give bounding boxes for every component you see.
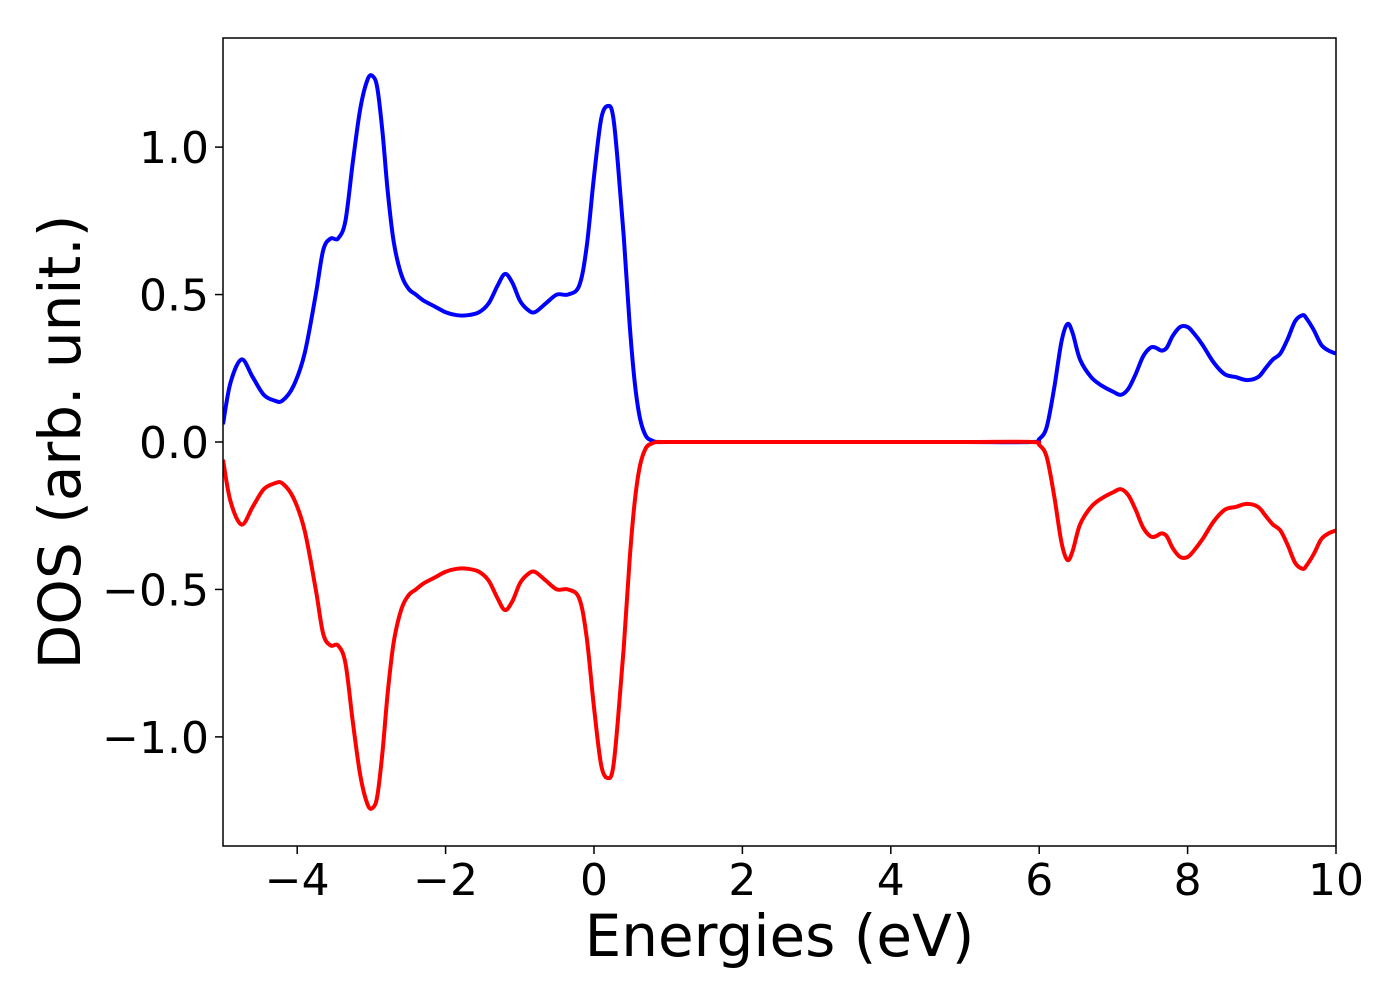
x-tick-label: 2 [728, 855, 756, 906]
y-tick-label: 0.5 [139, 271, 209, 322]
x-axis-label: Energies (eV) [585, 902, 975, 970]
y-tick-label: 0.0 [139, 418, 209, 469]
y-axis-ticks: 1.0 0.5 0.0 −0.5 −1.0 [102, 123, 223, 764]
x-tick-label: −2 [413, 855, 478, 906]
series-line-red [223, 439, 1336, 811]
series-line-blue [223, 73, 1336, 445]
y-tick-label: −1.0 [102, 713, 209, 764]
x-tick-label: 0 [580, 855, 608, 906]
y-axis-label: DOS (arb. unit.) [26, 215, 94, 670]
x-tick-label: 10 [1308, 855, 1364, 906]
x-axis-ticks: −4 −2 0 2 4 6 8 10 [265, 846, 1364, 906]
x-tick-label: −4 [265, 855, 330, 906]
y-tick-label: −0.5 [102, 565, 209, 616]
series-layer [223, 73, 1336, 811]
x-tick-label: 6 [1025, 855, 1053, 906]
y-tick-label: 1.0 [139, 123, 209, 174]
x-tick-label: 8 [1174, 855, 1202, 906]
x-tick-label: 4 [877, 855, 905, 906]
